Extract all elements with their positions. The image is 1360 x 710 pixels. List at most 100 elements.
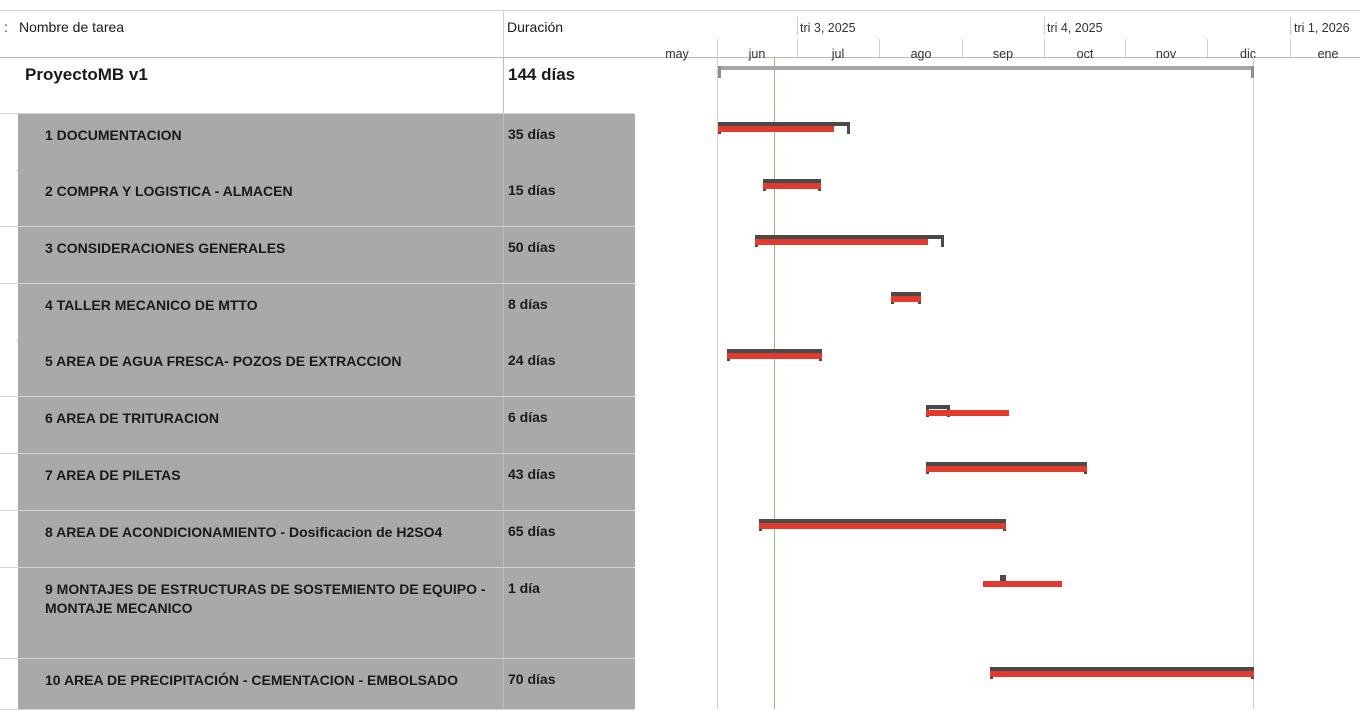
month-divider [1125, 39, 1126, 57]
project-duration: 144 días [508, 65, 576, 84]
duration-cell[interactable]: 15 días [503, 170, 635, 226]
task-name-cell[interactable]: 7 AREA DE PILETAS [18, 454, 503, 510]
task-name-cell[interactable]: 5 AREA DE AGUA FRESCA- POZOS DE EXTRACCI… [18, 340, 503, 396]
duration-cell[interactable]: 50 días [503, 227, 635, 283]
duration-cell[interactable]: 65 días [503, 511, 635, 567]
quarter-divider [1044, 17, 1045, 35]
project-summary-row[interactable]: ProyectoMB v1 144 días [0, 57, 634, 114]
duration-cell[interactable]: 24 días [503, 340, 635, 396]
task-progress-bar[interactable] [759, 523, 1006, 529]
gridline [717, 57, 718, 709]
quarter-label-q4-2025: tri 4, 2025 [1047, 21, 1103, 35]
task-name: 8 AREA DE ACONDICIONAMIENTO - Dosificaci… [45, 524, 443, 540]
task-name: 9 MONTAJES DE ESTRUCTURAS DE SOSTEMIENTO… [45, 581, 486, 616]
column-divider[interactable] [503, 11, 504, 57]
task-name: 2 COMPRA Y LOGISTICA - ALMACEN [45, 183, 293, 199]
row-indicator[interactable] [0, 659, 16, 709]
task-name-cell[interactable]: 2 COMPRA Y LOGISTICA - ALMACEN [18, 170, 503, 226]
task-progress-bar[interactable] [718, 126, 834, 132]
project-name: ProyectoMB v1 [25, 65, 148, 84]
quarter-label-q3-2025: tri 3, 2025 [800, 21, 856, 35]
task-name-cell[interactable]: ProyectoMB v1 [18, 57, 503, 113]
current-date-line [774, 57, 775, 709]
task-name: 7 AREA DE PILETAS [45, 467, 181, 483]
gantt-chart-area[interactable] [634, 57, 1360, 709]
task-progress-bar[interactable] [891, 296, 921, 302]
task-name: 10 AREA DE PRECIPITACIÓN - CEMENTACION -… [45, 672, 459, 688]
month-divider [797, 39, 798, 57]
task-progress-bar[interactable] [926, 410, 1009, 416]
month-label-nov: nov [1155, 47, 1177, 61]
quarter-divider [797, 17, 798, 35]
bar-end-cap [941, 235, 944, 247]
task-duration: 1 día [508, 580, 540, 596]
month-divider [879, 39, 880, 57]
row-indicator[interactable] [0, 284, 16, 340]
month-label-dic: dic [1240, 47, 1256, 61]
bar-end-cap [847, 122, 850, 134]
task-name-column-header[interactable]: Nombre de tarea [19, 19, 125, 35]
task-name-cell[interactable]: 3 CONSIDERACIONES GENERALES [18, 227, 503, 283]
task-summary-bar[interactable] [926, 405, 950, 417]
task-progress-bar[interactable] [763, 183, 821, 189]
task-progress-bar[interactable] [990, 671, 1254, 677]
bar-end-cap [1251, 66, 1254, 78]
task-progress-bar[interactable] [926, 466, 1087, 472]
row-indicator[interactable] [0, 568, 16, 658]
bar-start-cap [718, 66, 721, 78]
month-divider [1290, 39, 1291, 57]
duration-cell[interactable]: 8 días [503, 284, 635, 340]
duration-cell[interactable]: 70 días [503, 659, 635, 709]
month-label-ene: ene [1317, 47, 1339, 61]
row-indicator[interactable] [0, 454, 16, 510]
row-indicator[interactable] [0, 114, 16, 170]
row-indicator[interactable] [0, 511, 16, 567]
task-row[interactable]: 3 CONSIDERACIONES GENERALES 50 días [0, 227, 635, 284]
duration-cell[interactable]: 1 día [503, 568, 635, 658]
task-row[interactable]: 4 TALLER MECANICO DE MTTO 8 días [0, 284, 635, 341]
month-divider [962, 39, 963, 57]
project-summary-bar[interactable] [718, 66, 1254, 78]
task-name-cell[interactable]: 8 AREA DE ACONDICIONAMIENTO - Dosificaci… [18, 511, 503, 567]
duration-cell[interactable]: 43 días [503, 454, 635, 510]
task-name-cell[interactable]: 6 AREA DE TRITURACION [18, 397, 503, 453]
month-label-oct: oct [1076, 47, 1094, 61]
task-row[interactable]: 1 DOCUMENTACION 35 días [0, 114, 635, 171]
month-label-may: may [665, 47, 689, 61]
month-label-sep: sep [992, 47, 1014, 61]
task-row[interactable]: 2 COMPRA Y LOGISTICA - ALMACEN 15 días [0, 170, 635, 227]
task-row[interactable]: 7 AREA DE PILETAS 43 días [0, 454, 635, 511]
duration-cell[interactable]: 35 días [503, 114, 635, 170]
task-row[interactable]: 9 MONTAJES DE ESTRUCTURAS DE SOSTEMIENTO… [0, 568, 635, 659]
task-name-cell[interactable]: 10 AREA DE PRECIPITACIÓN - CEMENTACION -… [18, 659, 503, 709]
task-name-cell[interactable]: 4 TALLER MECANICO DE MTTO [18, 284, 503, 340]
row-indicator[interactable] [0, 227, 16, 283]
month-divider [717, 39, 718, 57]
task-duration: 8 días [508, 296, 548, 312]
task-name-cell[interactable]: 1 DOCUMENTACION [18, 114, 503, 170]
indicator-column-header[interactable]: : [4, 19, 8, 35]
task-row[interactable]: 8 AREA DE ACONDICIONAMIENTO - Dosificaci… [0, 511, 635, 568]
task-name-cell[interactable]: 9 MONTAJES DE ESTRUCTURAS DE SOSTEMIENTO… [18, 568, 503, 658]
task-duration: 24 días [508, 352, 556, 368]
row-indicator[interactable] [0, 340, 16, 396]
task-row[interactable]: 6 AREA DE TRITURACION 6 días [0, 397, 635, 454]
duration-column-header[interactable]: Duración [507, 19, 564, 35]
duration-cell[interactable]: 6 días [503, 397, 635, 453]
row-indicator[interactable] [0, 397, 16, 453]
task-duration: 15 días [508, 182, 556, 198]
task-duration: 43 días [508, 466, 556, 482]
task-progress-bar[interactable] [727, 353, 822, 359]
month-label-ago: ago [910, 47, 932, 61]
task-duration: 6 días [508, 409, 548, 425]
task-row[interactable]: 5 AREA DE AGUA FRESCA- POZOS DE EXTRACCI… [0, 340, 635, 397]
task-name: 6 AREA DE TRITURACION [45, 410, 219, 426]
task-progress-bar[interactable] [755, 239, 928, 245]
row-indicator[interactable] [0, 170, 16, 226]
task-progress-bar[interactable] [983, 581, 1062, 587]
duration-cell[interactable]: 144 días [503, 57, 635, 113]
task-duration: 65 días [508, 523, 556, 539]
task-summary-bar[interactable] [1000, 575, 1006, 585]
task-row[interactable]: 10 AREA DE PRECIPITACIÓN - CEMENTACION -… [0, 659, 635, 710]
